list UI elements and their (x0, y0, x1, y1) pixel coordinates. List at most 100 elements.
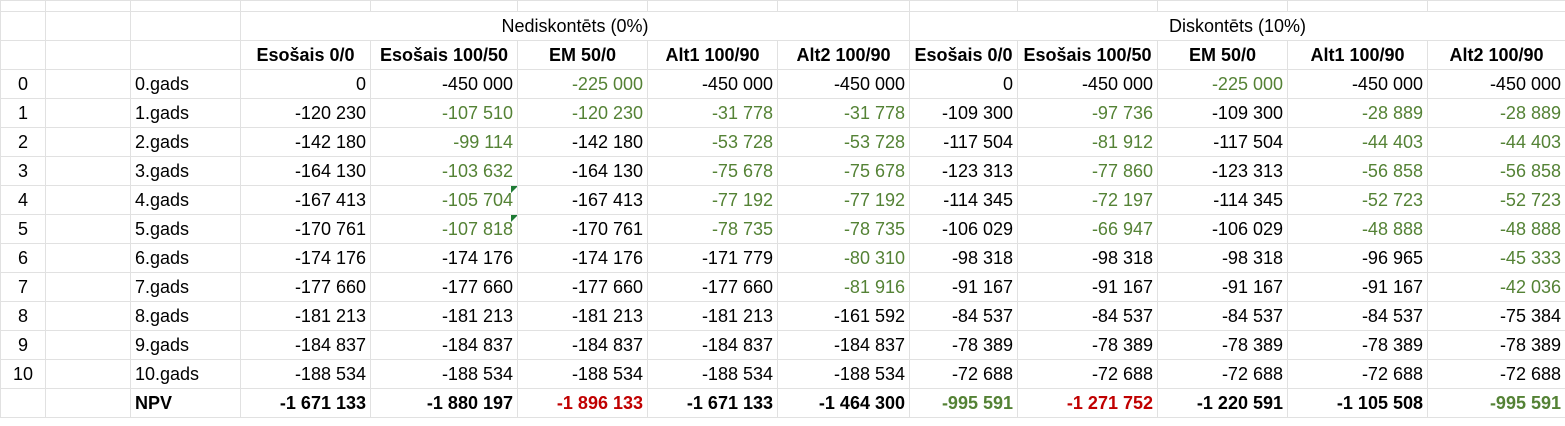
row-label[interactable]: 6.gads (130, 243, 241, 273)
value-cell[interactable]: -120 230 (517, 98, 648, 128)
value-cell[interactable]: -91 167 (909, 272, 1018, 302)
value-cell[interactable]: -72 688 (1427, 359, 1565, 389)
column-header[interactable]: Esošais 0/0 (909, 40, 1018, 70)
empty-cell[interactable] (45, 272, 131, 302)
value-cell[interactable]: -99 114 (370, 127, 518, 157)
value-cell[interactable]: -184 837 (240, 330, 371, 360)
value-cell[interactable]: -177 660 (240, 272, 371, 302)
value-cell[interactable]: -53 728 (777, 127, 910, 157)
empty-cell[interactable] (45, 69, 131, 99)
value-cell[interactable]: -44 403 (1287, 127, 1428, 157)
column-header[interactable]: Esošais 100/50 (1017, 40, 1158, 70)
row-index[interactable]: 9 (0, 330, 46, 360)
empty-cell[interactable] (0, 388, 46, 418)
value-cell[interactable]: -188 534 (240, 359, 371, 389)
value-cell[interactable]: -84 537 (1157, 301, 1288, 331)
value-cell[interactable]: -184 837 (517, 330, 648, 360)
empty-cell[interactable] (45, 127, 131, 157)
value-cell[interactable]: -450 000 (777, 69, 910, 99)
value-cell[interactable]: -91 167 (1287, 272, 1428, 302)
value-cell[interactable]: -174 176 (240, 243, 371, 273)
value-cell[interactable]: -225 000 (1157, 69, 1288, 99)
value-cell[interactable]: -45 333 (1427, 243, 1565, 273)
group-header-undiscounted[interactable]: Nediskontēts (0%) (240, 11, 910, 41)
value-cell[interactable]: -72 688 (1157, 359, 1288, 389)
npv-value-cell[interactable]: -1 271 752 (1017, 388, 1158, 418)
value-cell[interactable]: -52 723 (1287, 185, 1428, 215)
npv-value-cell[interactable]: -1 880 197 (370, 388, 518, 418)
value-cell[interactable]: -106 029 (1157, 214, 1288, 244)
value-cell[interactable]: -181 213 (647, 301, 778, 331)
npv-value-cell[interactable]: -995 591 (1427, 388, 1565, 418)
value-cell[interactable]: -109 300 (909, 98, 1018, 128)
value-cell[interactable]: -98 318 (909, 243, 1018, 273)
value-cell[interactable]: -72 688 (1287, 359, 1428, 389)
value-cell[interactable]: -450 000 (1017, 69, 1158, 99)
value-cell[interactable]: -164 130 (517, 156, 648, 186)
value-cell[interactable]: 0 (240, 69, 371, 99)
value-cell[interactable]: -184 837 (647, 330, 778, 360)
value-cell[interactable]: -75 384 (1427, 301, 1565, 331)
value-cell[interactable]: -106 029 (909, 214, 1018, 244)
value-cell[interactable]: -91 167 (1157, 272, 1288, 302)
value-cell[interactable]: -103 632 (370, 156, 518, 186)
row-index[interactable]: 8 (0, 301, 46, 331)
value-cell[interactable]: -188 534 (517, 359, 648, 389)
empty-cell[interactable] (45, 359, 131, 389)
row-index[interactable]: 4 (0, 185, 46, 215)
value-cell[interactable]: -80 310 (777, 243, 910, 273)
value-cell[interactable]: -81 916 (777, 272, 910, 302)
npv-label[interactable]: NPV (130, 388, 241, 418)
row-label[interactable]: 5.gads (130, 214, 241, 244)
row-index[interactable]: 2 (0, 127, 46, 157)
value-cell[interactable]: -77 860 (1017, 156, 1158, 186)
row-label[interactable]: 3.gads (130, 156, 241, 186)
value-cell[interactable]: -114 345 (1157, 185, 1288, 215)
column-header[interactable]: EM 50/0 (1157, 40, 1288, 70)
value-cell[interactable]: -78 389 (909, 330, 1018, 360)
value-cell[interactable]: -120 230 (240, 98, 371, 128)
value-cell[interactable]: -44 403 (1427, 127, 1565, 157)
empty-cell[interactable] (45, 185, 131, 215)
value-cell[interactable]: -81 912 (1017, 127, 1158, 157)
npv-value-cell[interactable]: -1 464 300 (777, 388, 910, 418)
empty-cell[interactable] (45, 301, 131, 331)
row-index[interactable]: 5 (0, 214, 46, 244)
npv-value-cell[interactable]: -1 896 133 (517, 388, 648, 418)
value-cell[interactable]: -72 197 (1017, 185, 1158, 215)
value-cell[interactable]: -177 660 (370, 272, 518, 302)
value-cell[interactable]: -164 130 (240, 156, 371, 186)
value-cell[interactable]: -114 345 (909, 185, 1018, 215)
value-cell[interactable]: -48 888 (1427, 214, 1565, 244)
value-cell[interactable]: -107 510 (370, 98, 518, 128)
value-cell[interactable]: -77 192 (647, 185, 778, 215)
row-index[interactable]: 3 (0, 156, 46, 186)
value-cell[interactable]: -181 213 (370, 301, 518, 331)
npv-value-cell[interactable]: -1 671 133 (240, 388, 371, 418)
value-cell[interactable]: -84 537 (1017, 301, 1158, 331)
row-index[interactable]: 6 (0, 243, 46, 273)
value-cell[interactable]: -78 389 (1017, 330, 1158, 360)
column-header[interactable]: Esošais 100/50 (370, 40, 518, 70)
value-cell[interactable]: -78 389 (1427, 330, 1565, 360)
value-cell[interactable]: -28 889 (1287, 98, 1428, 128)
value-cell[interactable]: -75 678 (647, 156, 778, 186)
value-cell[interactable]: -96 965 (1287, 243, 1428, 273)
value-cell[interactable]: -72 688 (909, 359, 1018, 389)
column-header[interactable]: Alt1 100/90 (1287, 40, 1428, 70)
value-cell[interactable]: -170 761 (240, 214, 371, 244)
column-header[interactable]: Esošais 0/0 (240, 40, 371, 70)
value-cell[interactable]: -78 735 (647, 214, 778, 244)
value-cell[interactable]: -167 413 (240, 185, 371, 215)
value-cell[interactable]: -188 534 (647, 359, 778, 389)
value-cell[interactable]: -78 389 (1157, 330, 1288, 360)
row-index[interactable]: 7 (0, 272, 46, 302)
value-cell[interactable]: -188 534 (370, 359, 518, 389)
value-cell[interactable]: -123 313 (909, 156, 1018, 186)
npv-value-cell[interactable]: -1 671 133 (647, 388, 778, 418)
value-cell[interactable]: -84 537 (909, 301, 1018, 331)
value-cell[interactable]: -167 413 (517, 185, 648, 215)
value-cell[interactable]: -184 837 (370, 330, 518, 360)
value-cell[interactable]: -91 167 (1017, 272, 1158, 302)
value-cell[interactable]: -181 213 (517, 301, 648, 331)
